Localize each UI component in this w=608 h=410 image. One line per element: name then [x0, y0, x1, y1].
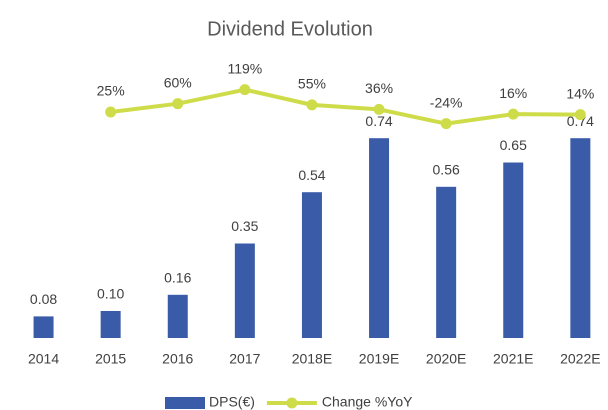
x-tick-label: 2021E — [493, 351, 533, 367]
data-label: 55% — [298, 76, 326, 92]
legend-swatch — [286, 397, 298, 409]
data-label: 60% — [164, 74, 192, 90]
bar — [33, 316, 54, 338]
line-marker — [373, 103, 385, 115]
bar — [570, 138, 591, 338]
line — [110, 87, 581, 126]
x-tick-label: 2016 — [162, 351, 193, 367]
bar — [167, 294, 188, 338]
data-label: 36% — [365, 80, 393, 96]
line-marker — [239, 84, 251, 96]
data-label: 0.74 — [365, 113, 392, 129]
chart-title: Dividend Evolution — [207, 18, 373, 40]
x-tick-label: 2017 — [229, 351, 260, 367]
x-tick-label: 2018E — [292, 351, 332, 367]
legend-swatch — [165, 397, 205, 409]
bar — [100, 311, 121, 338]
data-label: 0.54 — [298, 167, 325, 183]
x-tick-label: 2019E — [359, 351, 399, 367]
line-marker — [306, 99, 318, 111]
x-tick-label: 2015 — [95, 351, 126, 367]
data-label: 119% — [227, 60, 262, 76]
line-marker — [172, 98, 184, 110]
data-label: 0.08 — [30, 291, 57, 307]
line-marker — [440, 118, 452, 130]
data-label: 0.74 — [567, 113, 594, 129]
bar — [369, 138, 390, 338]
bar — [503, 162, 524, 338]
data-label: 0.65 — [500, 137, 527, 153]
x-tick-label: 2020E — [426, 351, 466, 367]
x-tick-label: 2014 — [28, 351, 59, 367]
line-marker — [105, 106, 117, 118]
bar — [436, 186, 457, 338]
data-label: 0.16 — [164, 270, 191, 286]
data-label: 0.35 — [231, 218, 258, 234]
data-label: 16% — [499, 85, 527, 101]
line-marker — [507, 108, 519, 120]
data-label: -24% — [430, 94, 463, 110]
line-marker — [574, 109, 586, 121]
data-label: 0.56 — [433, 162, 460, 178]
data-label: 14% — [566, 85, 594, 101]
x-tick-label: 2022E — [560, 351, 600, 367]
data-label: 0.10 — [97, 286, 124, 302]
legend-label: DPS(€) — [209, 394, 255, 410]
data-label: 25% — [97, 83, 125, 99]
legend-label: Change %YoY — [322, 394, 413, 410]
bar — [301, 192, 322, 338]
bar — [234, 243, 255, 338]
